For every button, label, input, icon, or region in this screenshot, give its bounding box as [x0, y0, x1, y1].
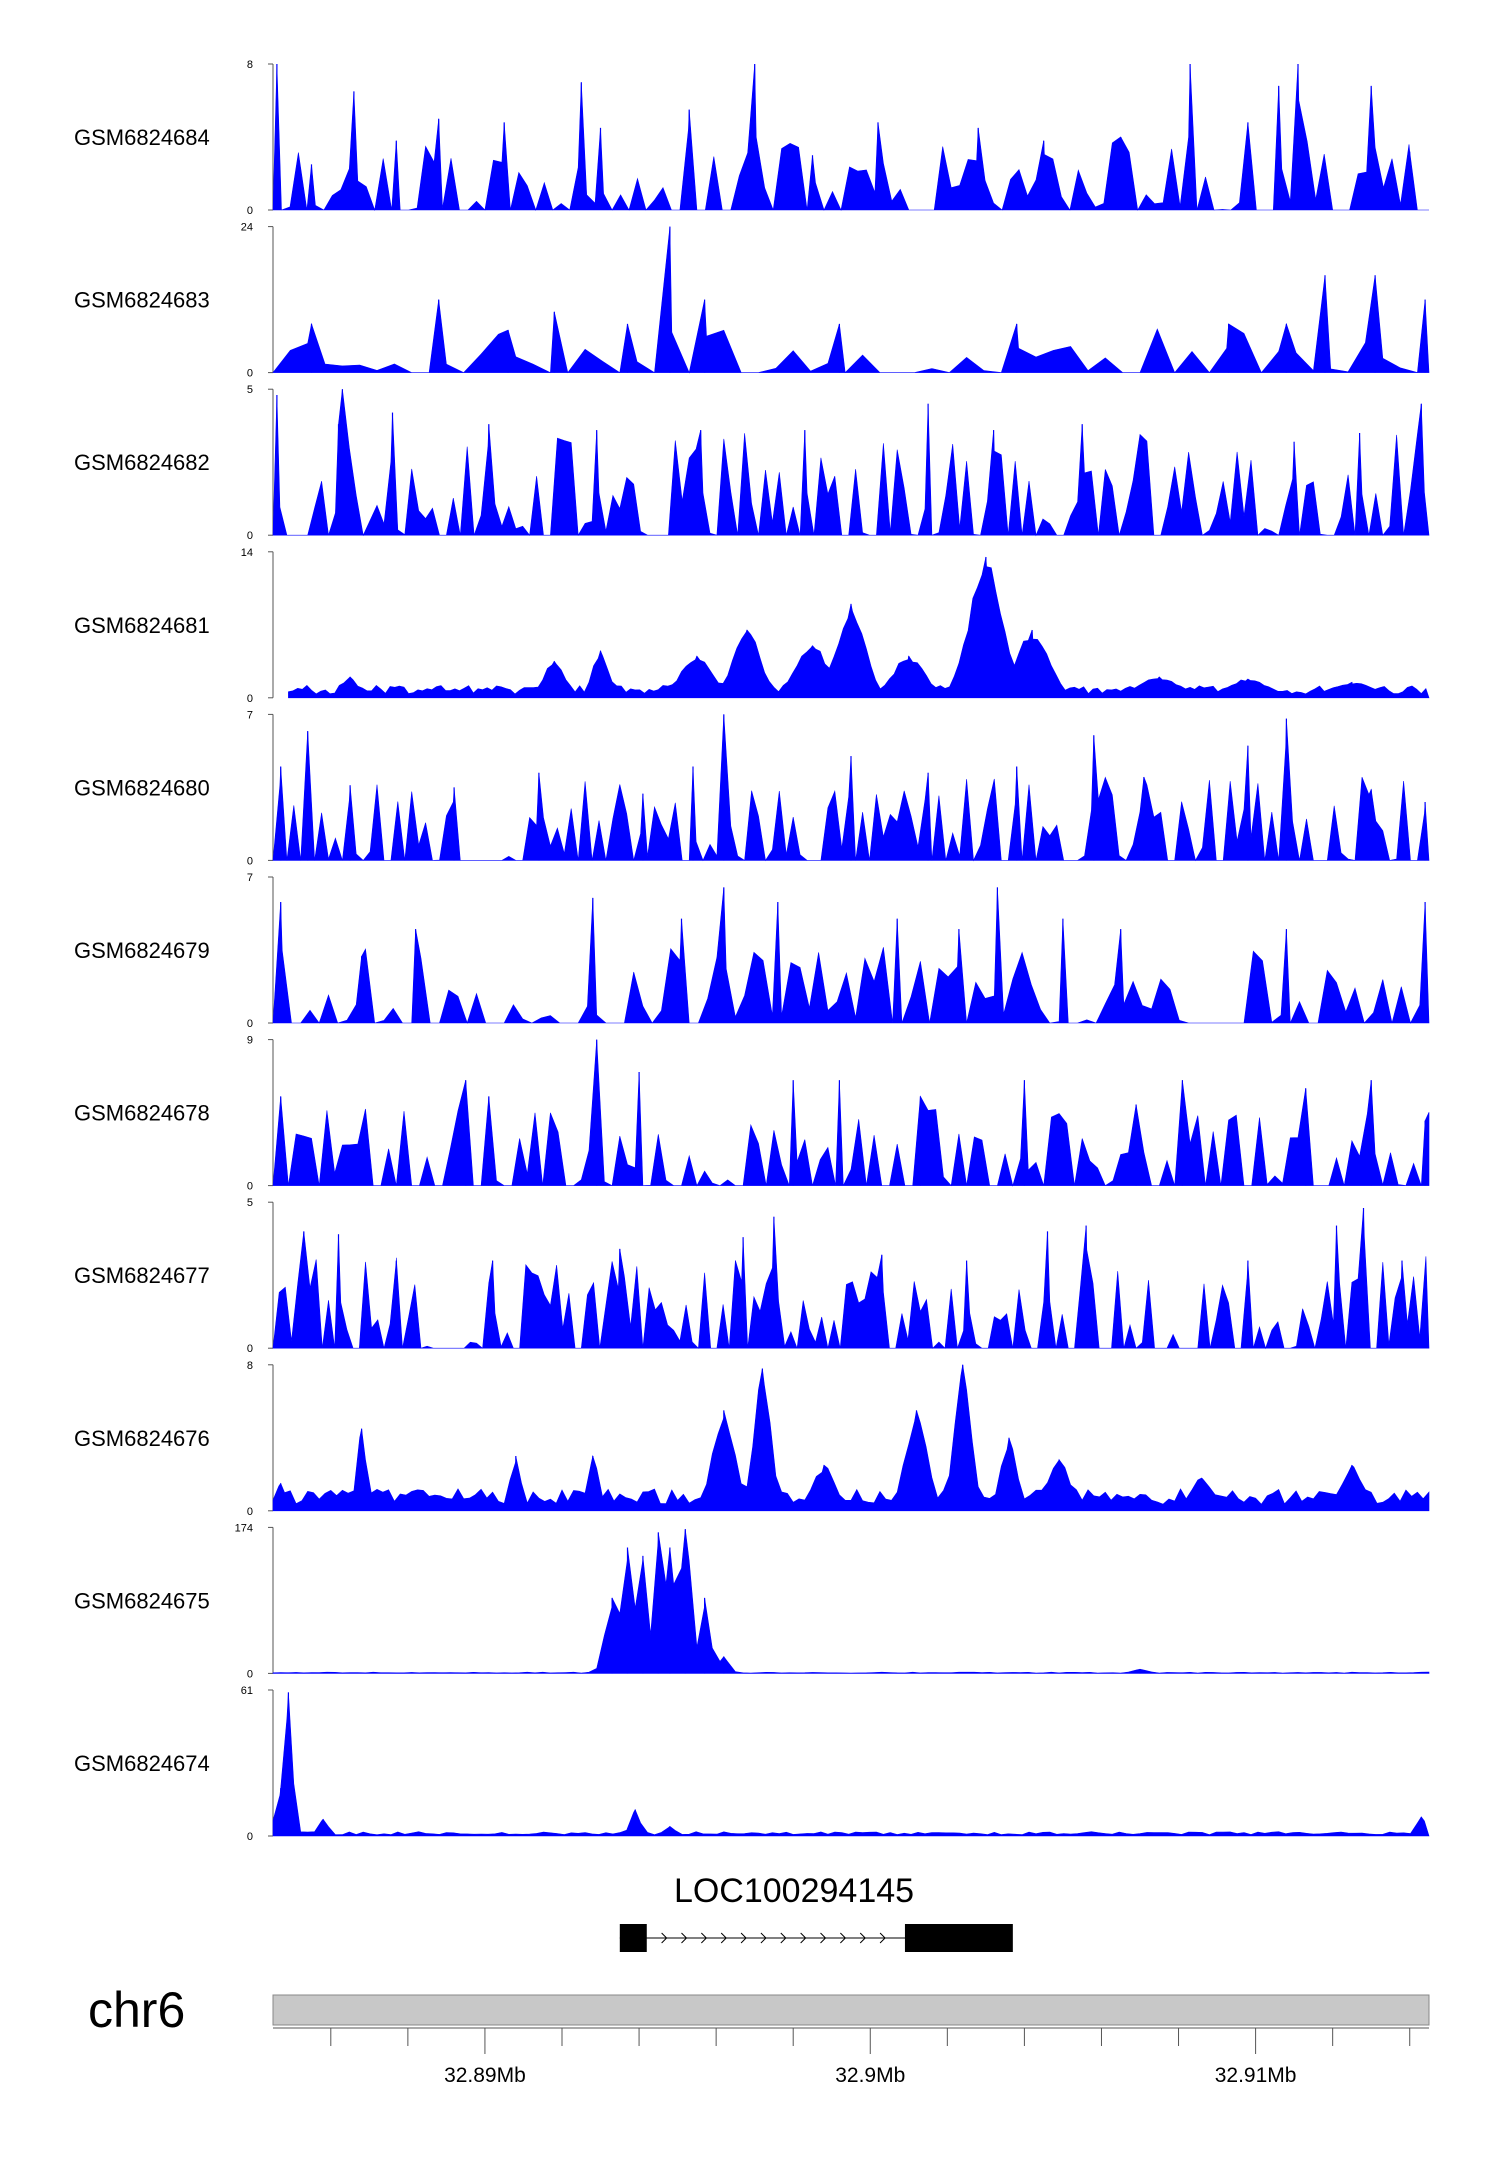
y-axis-max-label: 14: [241, 547, 253, 559]
track-name-label: GSM6824677: [74, 1263, 210, 1288]
track-name-label: GSM6824678: [74, 1101, 210, 1126]
y-axis-min-label: 0: [247, 693, 253, 705]
strand-arrow: [840, 1932, 847, 1944]
coverage-area: [288, 556, 1430, 699]
track-name-label: GSM6824676: [74, 1426, 210, 1451]
y-axis-min-label: 0: [247, 530, 253, 542]
strand-arrow: [661, 1932, 668, 1944]
genome-position-label: 32.91Mb: [1215, 2064, 1297, 2087]
gene-exon-0: [619, 1924, 647, 1952]
strand-arrow: [720, 1932, 727, 1944]
y-axis-max-label: 174: [235, 1522, 253, 1534]
gene-exon-1: [904, 1924, 1013, 1952]
y-axis-min-label: 0: [247, 368, 253, 380]
genome-position-label: 32.89Mb: [444, 2064, 526, 2087]
y-axis-max-label: 5: [247, 1197, 253, 1209]
coverage-area: [272, 1039, 1430, 1187]
track-name-label: GSM6824682: [74, 450, 210, 475]
y-axis-min-label: 0: [247, 1181, 253, 1193]
y-axis-max-label: 7: [247, 709, 253, 721]
coverage-area: [272, 887, 1430, 1024]
coverage-area: [272, 226, 1430, 374]
coverage-area: [272, 1207, 1430, 1350]
coverage-track-GSM6824676: GSM6824676 8 0: [74, 1360, 1430, 1518]
gene-annotation-track: LOC100294145: [619, 1872, 1013, 1952]
coverage-track-GSM6824680: GSM6824680 7 0: [74, 709, 1430, 867]
y-axis-min-label: 0: [247, 855, 253, 867]
track-name-label: GSM6824675: [74, 1588, 210, 1613]
y-axis-max-label: 61: [241, 1685, 253, 1697]
strand-arrow: [800, 1932, 807, 1944]
y-axis-max-label: 9: [247, 1035, 253, 1047]
strand-arrow: [859, 1932, 866, 1944]
coverage-track-GSM6824681: GSM6824681 14 0: [74, 547, 1430, 705]
coverage-track-GSM6824684: GSM6824684 8 0: [74, 59, 1429, 217]
y-axis-min-label: 0: [247, 1831, 253, 1843]
y-axis-min-label: 0: [247, 1506, 253, 1518]
coverage-area: [272, 1692, 1430, 1837]
coverage-track-GSM6824675: GSM6824675 174 0: [74, 1522, 1430, 1680]
coverage-tracks: GSM682468480GSM6824683240GSM682468250GSM…: [74, 59, 1430, 1843]
track-name-label: GSM6824674: [74, 1751, 210, 1776]
chromosome-label: chr6: [88, 1982, 185, 2038]
y-axis-min-label: 0: [247, 205, 253, 217]
strand-arrow: [879, 1932, 886, 1944]
y-axis-max-label: 5: [247, 384, 253, 396]
y-axis-min-label: 0: [247, 1343, 253, 1355]
coverage-track-GSM6824682: GSM6824682 5 0: [74, 384, 1430, 542]
coverage-track-GSM6824674: GSM6824674 61 0: [74, 1685, 1430, 1843]
track-name-label: GSM6824679: [74, 938, 210, 963]
coverage-track-GSM6824677: GSM6824677 5 0: [74, 1197, 1430, 1355]
coverage-track-GSM6824679: GSM6824679 7 0: [74, 872, 1430, 1030]
track-name-label: GSM6824683: [74, 288, 210, 313]
genome-axis-track: chr6 32.89Mb 32.9Mb 32.91Mb: [88, 1982, 1430, 2087]
track-name-label: GSM6824681: [74, 613, 210, 638]
gene-name-label: LOC100294145: [674, 1872, 914, 1910]
strand-arrow: [820, 1932, 827, 1944]
strand-arrow: [760, 1932, 767, 1944]
y-axis-min-label: 0: [247, 1018, 253, 1030]
y-axis-max-label: 8: [247, 59, 253, 71]
chromosome-ideogram-bar: [272, 1994, 1430, 2026]
y-axis-max-label: 7: [247, 872, 253, 884]
coverage-area: [272, 1529, 1430, 1674]
track-name-label: GSM6824680: [74, 775, 210, 800]
genome-position-label: 32.9Mb: [835, 2064, 905, 2087]
strand-arrow: [780, 1932, 787, 1944]
strand-arrow: [681, 1932, 688, 1944]
strand-arrow: [700, 1932, 708, 1944]
coverage-track-GSM6824683: GSM6824683 24 0: [74, 222, 1430, 380]
coverage-area: [272, 389, 1430, 537]
strand-arrow: [740, 1932, 747, 1944]
y-axis-min-label: 0: [247, 1668, 253, 1680]
track-name-label: GSM6824684: [74, 125, 210, 150]
coverage-track-GSM6824678: GSM6824678 9 0: [74, 1035, 1430, 1193]
coverage-area: [272, 1364, 1430, 1512]
y-axis-max-label: 24: [241, 222, 253, 234]
coverage-area: [272, 63, 1429, 212]
y-axis-max-label: 8: [247, 1360, 253, 1372]
